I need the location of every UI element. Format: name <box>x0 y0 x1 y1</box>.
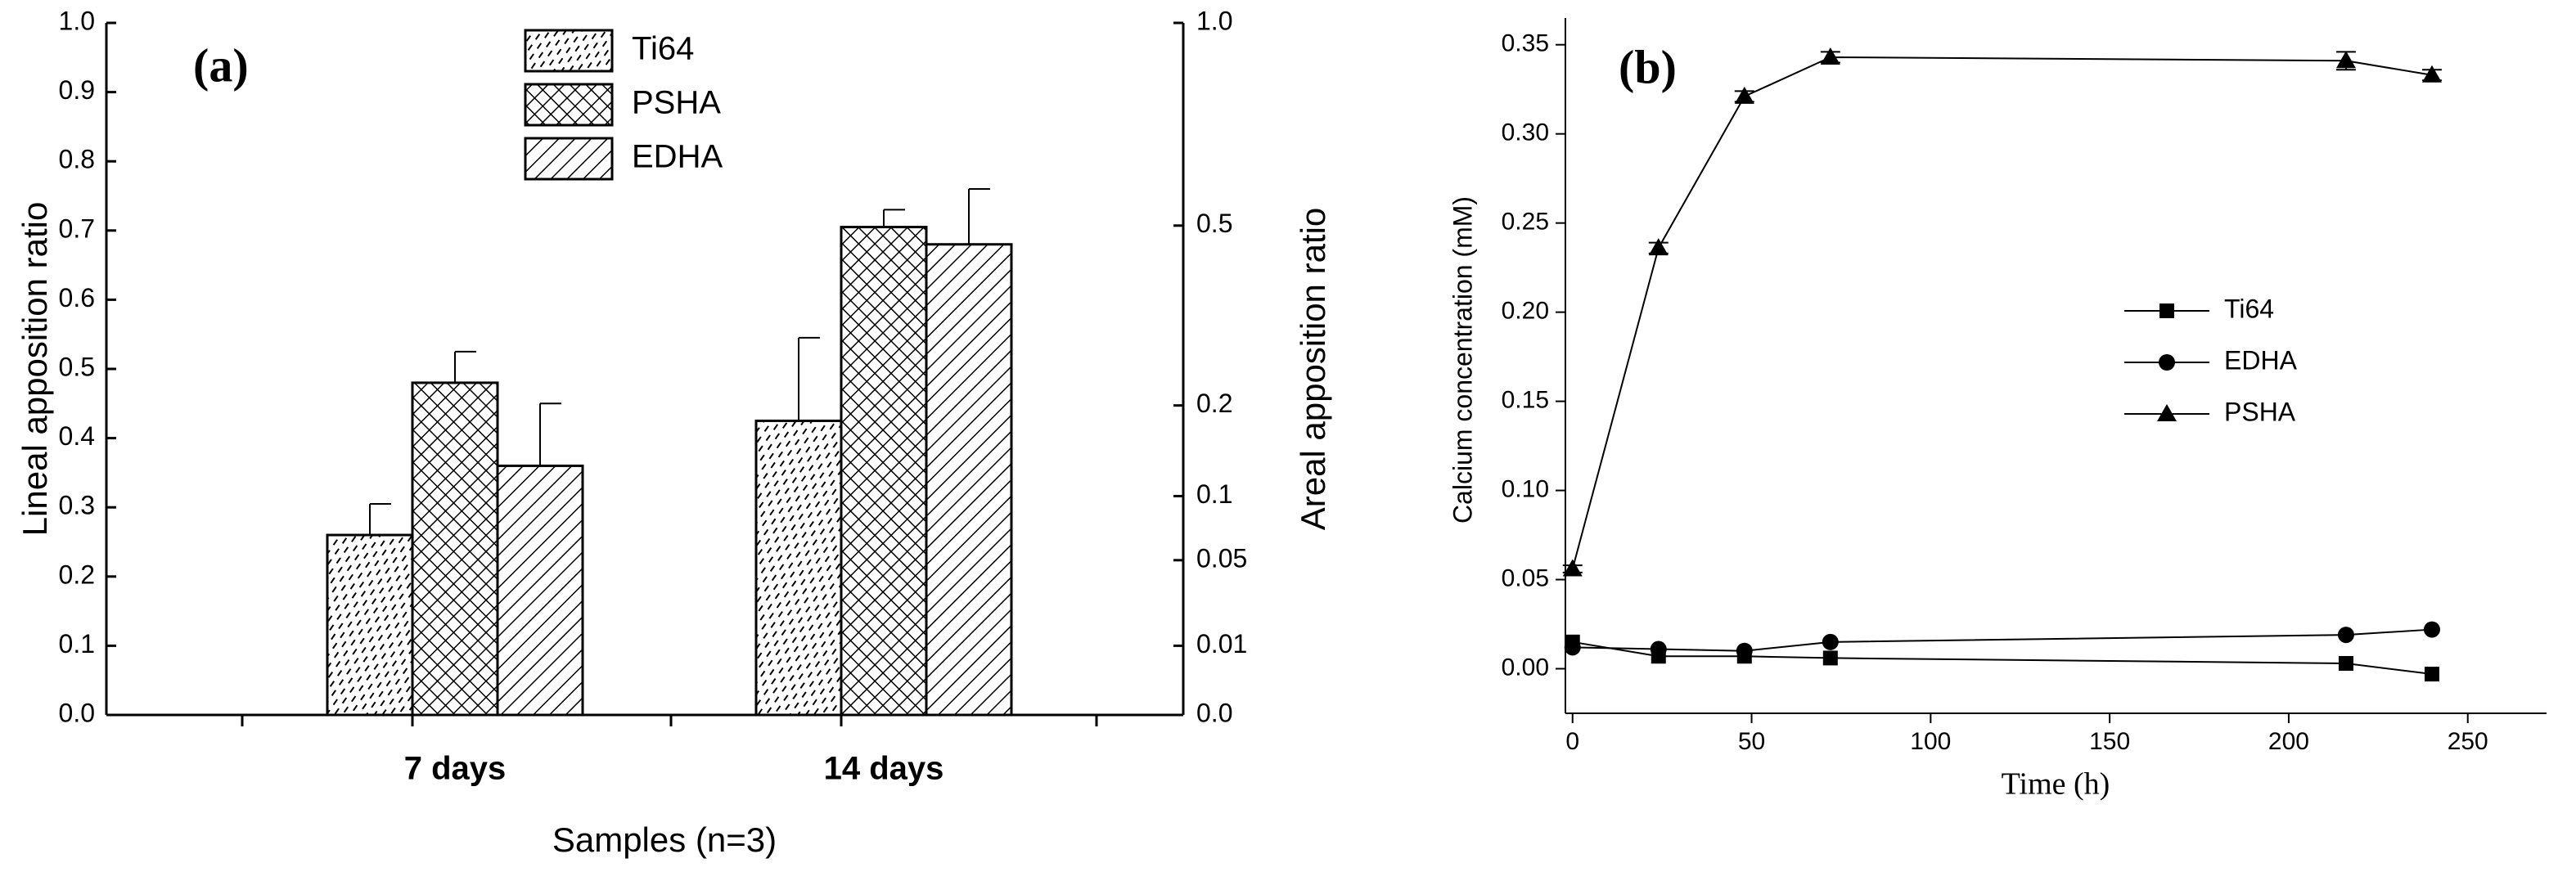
legend-label: Ti64 <box>2224 294 2274 323</box>
series-line <box>1571 56 2433 569</box>
marker <box>1734 86 1754 104</box>
legend-label: PSHA <box>632 85 721 121</box>
y-tick-label: 0.20 <box>1502 298 1549 325</box>
annotation: (b) <box>1619 40 1677 93</box>
x-tick-label: 150 <box>2089 728 2130 755</box>
y2-tick-label: 0.01 <box>1196 629 1247 659</box>
x-tick-label: 14 days <box>824 751 944 787</box>
x-tick-label: 7 days <box>404 751 507 787</box>
y2-tick-label: 0.2 <box>1196 389 1232 418</box>
marker <box>2421 65 2442 83</box>
marker <box>2424 667 2439 682</box>
legend-swatch <box>524 29 614 73</box>
series-line <box>1572 641 2433 676</box>
legend-label: EDHA <box>2224 345 2298 375</box>
y-axis-title: Lineal apposition ratio <box>16 202 54 537</box>
y-tick-label: 0.05 <box>1502 564 1549 591</box>
legend-marker <box>2159 303 2174 318</box>
error-bar <box>798 336 820 421</box>
y-tick-label: 0.0 <box>59 698 95 727</box>
chart-b: 0.00 0.05 0.10 0.15 0.20 0.25 0.30 0.35 0 50 100 15… <box>1448 18 2547 802</box>
legend-label: PSHA <box>2224 397 2296 426</box>
y2-tick-label: 1.0 <box>1196 6 1232 35</box>
y-tick-label: 0.15 <box>1502 387 1549 414</box>
marker <box>1562 559 1583 577</box>
legend-marker <box>2159 354 2175 371</box>
legend-label: Ti64 <box>632 31 694 67</box>
x-axis-title: Samples (n=3) <box>552 820 777 859</box>
marker <box>1822 633 1839 650</box>
marker <box>2423 621 2440 638</box>
error-bar <box>968 188 990 245</box>
error-bar <box>539 402 561 466</box>
y2-axis-title: Areal apposition ratio <box>1294 208 1332 531</box>
marker <box>2335 51 2356 69</box>
marker <box>1648 238 1669 256</box>
x-tick-label: 100 <box>1910 728 1951 755</box>
bar <box>925 243 1013 717</box>
y2-tick-label: 0.0 <box>1196 698 1232 727</box>
bar <box>496 464 584 717</box>
y-tick-label: 0.8 <box>59 145 95 174</box>
series-line <box>1572 628 2433 652</box>
y-tick-label: 0.35 <box>1502 30 1549 57</box>
x-tick-label: 250 <box>2448 728 2488 755</box>
bar <box>754 419 843 717</box>
y-tick-label: 0.25 <box>1502 209 1549 236</box>
y-axis-title: Calcium concentration (mM) <box>1448 196 1477 524</box>
y-tick-label: 0.1 <box>59 629 95 659</box>
y-tick-label: 0.2 <box>59 560 95 589</box>
y-tick-label: 0.6 <box>59 283 95 312</box>
y2-tick-label: 0.1 <box>1196 479 1232 509</box>
y-tick-label: 1.0 <box>59 6 95 35</box>
error-bar <box>883 209 905 227</box>
marker <box>1564 639 1581 656</box>
y-tick-label: 0.7 <box>59 214 95 243</box>
y-tick-label: 0.9 <box>59 75 95 105</box>
bar <box>326 533 414 717</box>
x-tick-label: 0 <box>1565 728 1579 755</box>
legend-label: EDHA <box>632 139 723 175</box>
y-tick-label: 0.3 <box>59 491 95 520</box>
bar <box>840 226 928 717</box>
annotation: (a) <box>193 38 249 92</box>
y2-tick-label: 0.05 <box>1196 543 1247 573</box>
marker <box>1822 650 1838 666</box>
y2-tick-label: 0.5 <box>1196 209 1232 238</box>
chart-a: 0.0 0.1 0.2 0.3 0.4 0.5 0.6 0.7 0.8 0.9 1.0 0.0 0.01… <box>16 6 1332 859</box>
error-bar <box>369 502 391 536</box>
bar <box>411 381 499 717</box>
y-tick-label: 0.00 <box>1502 654 1549 681</box>
marker <box>2337 627 2354 644</box>
y-tick-label: 0.4 <box>59 421 95 451</box>
legend-swatch <box>524 137 614 181</box>
legend-marker <box>2157 404 2177 421</box>
marker <box>2338 655 2353 671</box>
x-tick-label: 50 <box>1738 728 1765 755</box>
marker <box>1820 47 1840 65</box>
marker <box>1736 642 1753 659</box>
error-bar <box>454 350 476 383</box>
x-tick-label: 200 <box>2268 728 2309 755</box>
marker <box>1650 641 1667 658</box>
y-tick-label: 0.5 <box>59 352 95 381</box>
y-tick-label: 0.10 <box>1502 475 1549 502</box>
x-axis-title: Time (h) <box>2002 767 2110 802</box>
y-tick-label: 0.30 <box>1502 119 1549 146</box>
legend-swatch <box>524 83 614 127</box>
